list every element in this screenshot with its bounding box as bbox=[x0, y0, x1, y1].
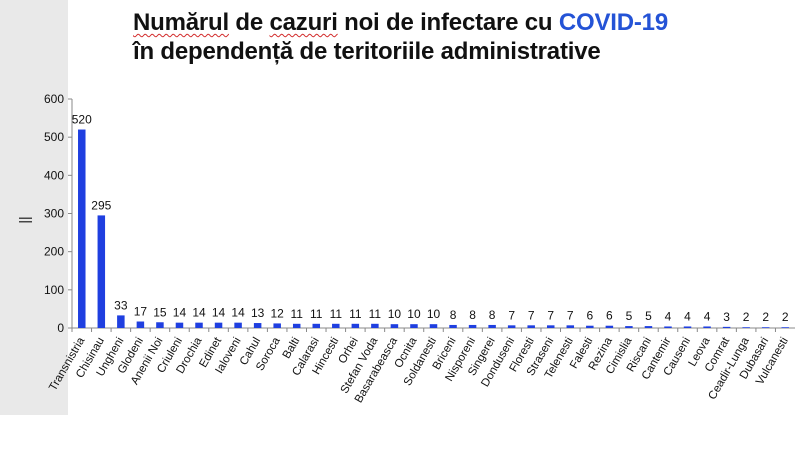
y-tick-label: 600 bbox=[44, 92, 64, 106]
data-label: 7 bbox=[508, 308, 515, 322]
data-label: 17 bbox=[134, 305, 148, 319]
bar-balti bbox=[292, 323, 301, 328]
bar-hincesti bbox=[332, 323, 340, 328]
data-label: 4 bbox=[665, 309, 672, 323]
data-label: 14 bbox=[231, 306, 245, 320]
bar-ungheni bbox=[117, 315, 125, 328]
chart-title: Numărul de cazuri noi de infectare cu CO… bbox=[133, 8, 753, 66]
bar-comrat bbox=[722, 326, 731, 328]
y-tick-label: 300 bbox=[44, 207, 64, 221]
data-label: 14 bbox=[212, 306, 226, 320]
data-label: 295 bbox=[91, 198, 111, 212]
data-label: 10 bbox=[407, 307, 421, 321]
data-label: 5 bbox=[626, 309, 633, 323]
bar-telenesti bbox=[566, 325, 575, 328]
bar-falesti bbox=[586, 325, 594, 328]
title-words-4: noi de infectare cu bbox=[344, 9, 553, 36]
bar-ialoveni bbox=[234, 322, 242, 328]
bar-transnistria bbox=[78, 129, 86, 328]
bar-donduseni bbox=[507, 325, 516, 328]
bar-criuleni bbox=[175, 322, 184, 328]
side-panel-gap bbox=[0, 415, 68, 450]
bar-singerei bbox=[488, 324, 496, 328]
bar-straseni bbox=[546, 325, 555, 328]
data-label: 14 bbox=[173, 306, 187, 320]
bar-briceni bbox=[449, 324, 457, 328]
data-label: 2 bbox=[782, 310, 789, 324]
title-word-2: de bbox=[235, 9, 264, 36]
bar-chisinau bbox=[97, 215, 106, 328]
bar-rezina bbox=[605, 325, 614, 328]
data-label: 520 bbox=[72, 113, 92, 127]
bar-edinet bbox=[214, 322, 223, 328]
bar-riscani bbox=[644, 326, 653, 328]
data-label: 10 bbox=[388, 307, 402, 321]
data-label: 5 bbox=[645, 309, 652, 323]
data-label: 7 bbox=[528, 308, 535, 322]
title-line-1: Numărul de cazuri noi de infectare cu CO… bbox=[133, 8, 753, 37]
bar-cantemir bbox=[664, 326, 672, 328]
y-tick-label: 200 bbox=[44, 245, 64, 259]
y-axis-title: || bbox=[16, 216, 32, 223]
data-label: 11 bbox=[349, 307, 362, 321]
data-label: 6 bbox=[606, 309, 613, 323]
bar-orhei bbox=[351, 323, 360, 328]
y-tick-label: 400 bbox=[44, 168, 64, 182]
bar-soroca bbox=[273, 323, 281, 328]
data-label: 33 bbox=[114, 298, 128, 312]
bar-calarasi bbox=[312, 323, 321, 328]
data-label: 7 bbox=[547, 308, 554, 322]
title-word-3: cazuri bbox=[269, 9, 338, 36]
data-label: 2 bbox=[762, 310, 769, 324]
bar-soldanesti bbox=[429, 324, 438, 328]
data-label: 12 bbox=[271, 306, 285, 320]
chart-axes: 0 100 200 300 400 500 600 bbox=[44, 92, 795, 335]
data-label: 3 bbox=[723, 310, 730, 324]
data-label: 15 bbox=[153, 305, 167, 319]
bar-floresti bbox=[527, 325, 535, 328]
chart-category-labels: TransnistriaChisinauUngheniGlodeniAnenii… bbox=[47, 335, 791, 405]
bar-cahul bbox=[253, 323, 262, 328]
bar-stefan-voda bbox=[371, 323, 379, 328]
bar-dubasari bbox=[761, 327, 770, 328]
y-tick-label: 100 bbox=[44, 283, 64, 297]
data-label: 6 bbox=[586, 309, 593, 323]
data-label: 11 bbox=[310, 307, 323, 321]
bar-ceadir-lunga bbox=[742, 327, 750, 328]
data-label: 4 bbox=[704, 309, 711, 323]
data-label: 10 bbox=[427, 307, 441, 321]
y-tick-label: 0 bbox=[57, 321, 64, 335]
title-word-1: Numărul bbox=[133, 9, 229, 36]
data-label: 8 bbox=[489, 308, 496, 322]
bar-causeni bbox=[683, 326, 692, 328]
bar-cimislia bbox=[625, 326, 633, 328]
data-label: 11 bbox=[369, 307, 382, 321]
bar-basarabeasca bbox=[390, 324, 399, 328]
side-panel-background bbox=[0, 0, 68, 450]
title-accent: COVID-19 bbox=[558, 9, 668, 36]
bar-leova bbox=[703, 326, 711, 328]
y-tick-label: 500 bbox=[44, 130, 64, 144]
bar-ocnita bbox=[410, 324, 418, 328]
data-label: 13 bbox=[251, 306, 265, 320]
data-label: 11 bbox=[290, 307, 303, 321]
data-label: 2 bbox=[743, 310, 750, 324]
data-label: 11 bbox=[330, 307, 343, 321]
data-label: 7 bbox=[567, 308, 574, 322]
bar-drochia bbox=[195, 322, 203, 328]
data-label: 4 bbox=[684, 309, 691, 323]
data-label: 8 bbox=[450, 308, 457, 322]
data-label: 8 bbox=[469, 308, 476, 322]
bar-glodeni bbox=[136, 321, 145, 328]
bar-anenii-noi bbox=[156, 322, 164, 328]
bar-vulcanesti bbox=[781, 327, 789, 328]
chart-data-labels: 520 295 33 17 15 14 14 14 14 13 12 11 11 11 11 11 10 10 10… bbox=[72, 113, 789, 325]
bar-nisporeni bbox=[468, 324, 477, 328]
title-line-2: în dependență de teritoriile administrat… bbox=[133, 38, 601, 65]
data-label: 14 bbox=[192, 306, 206, 320]
chart-bars bbox=[78, 129, 789, 328]
